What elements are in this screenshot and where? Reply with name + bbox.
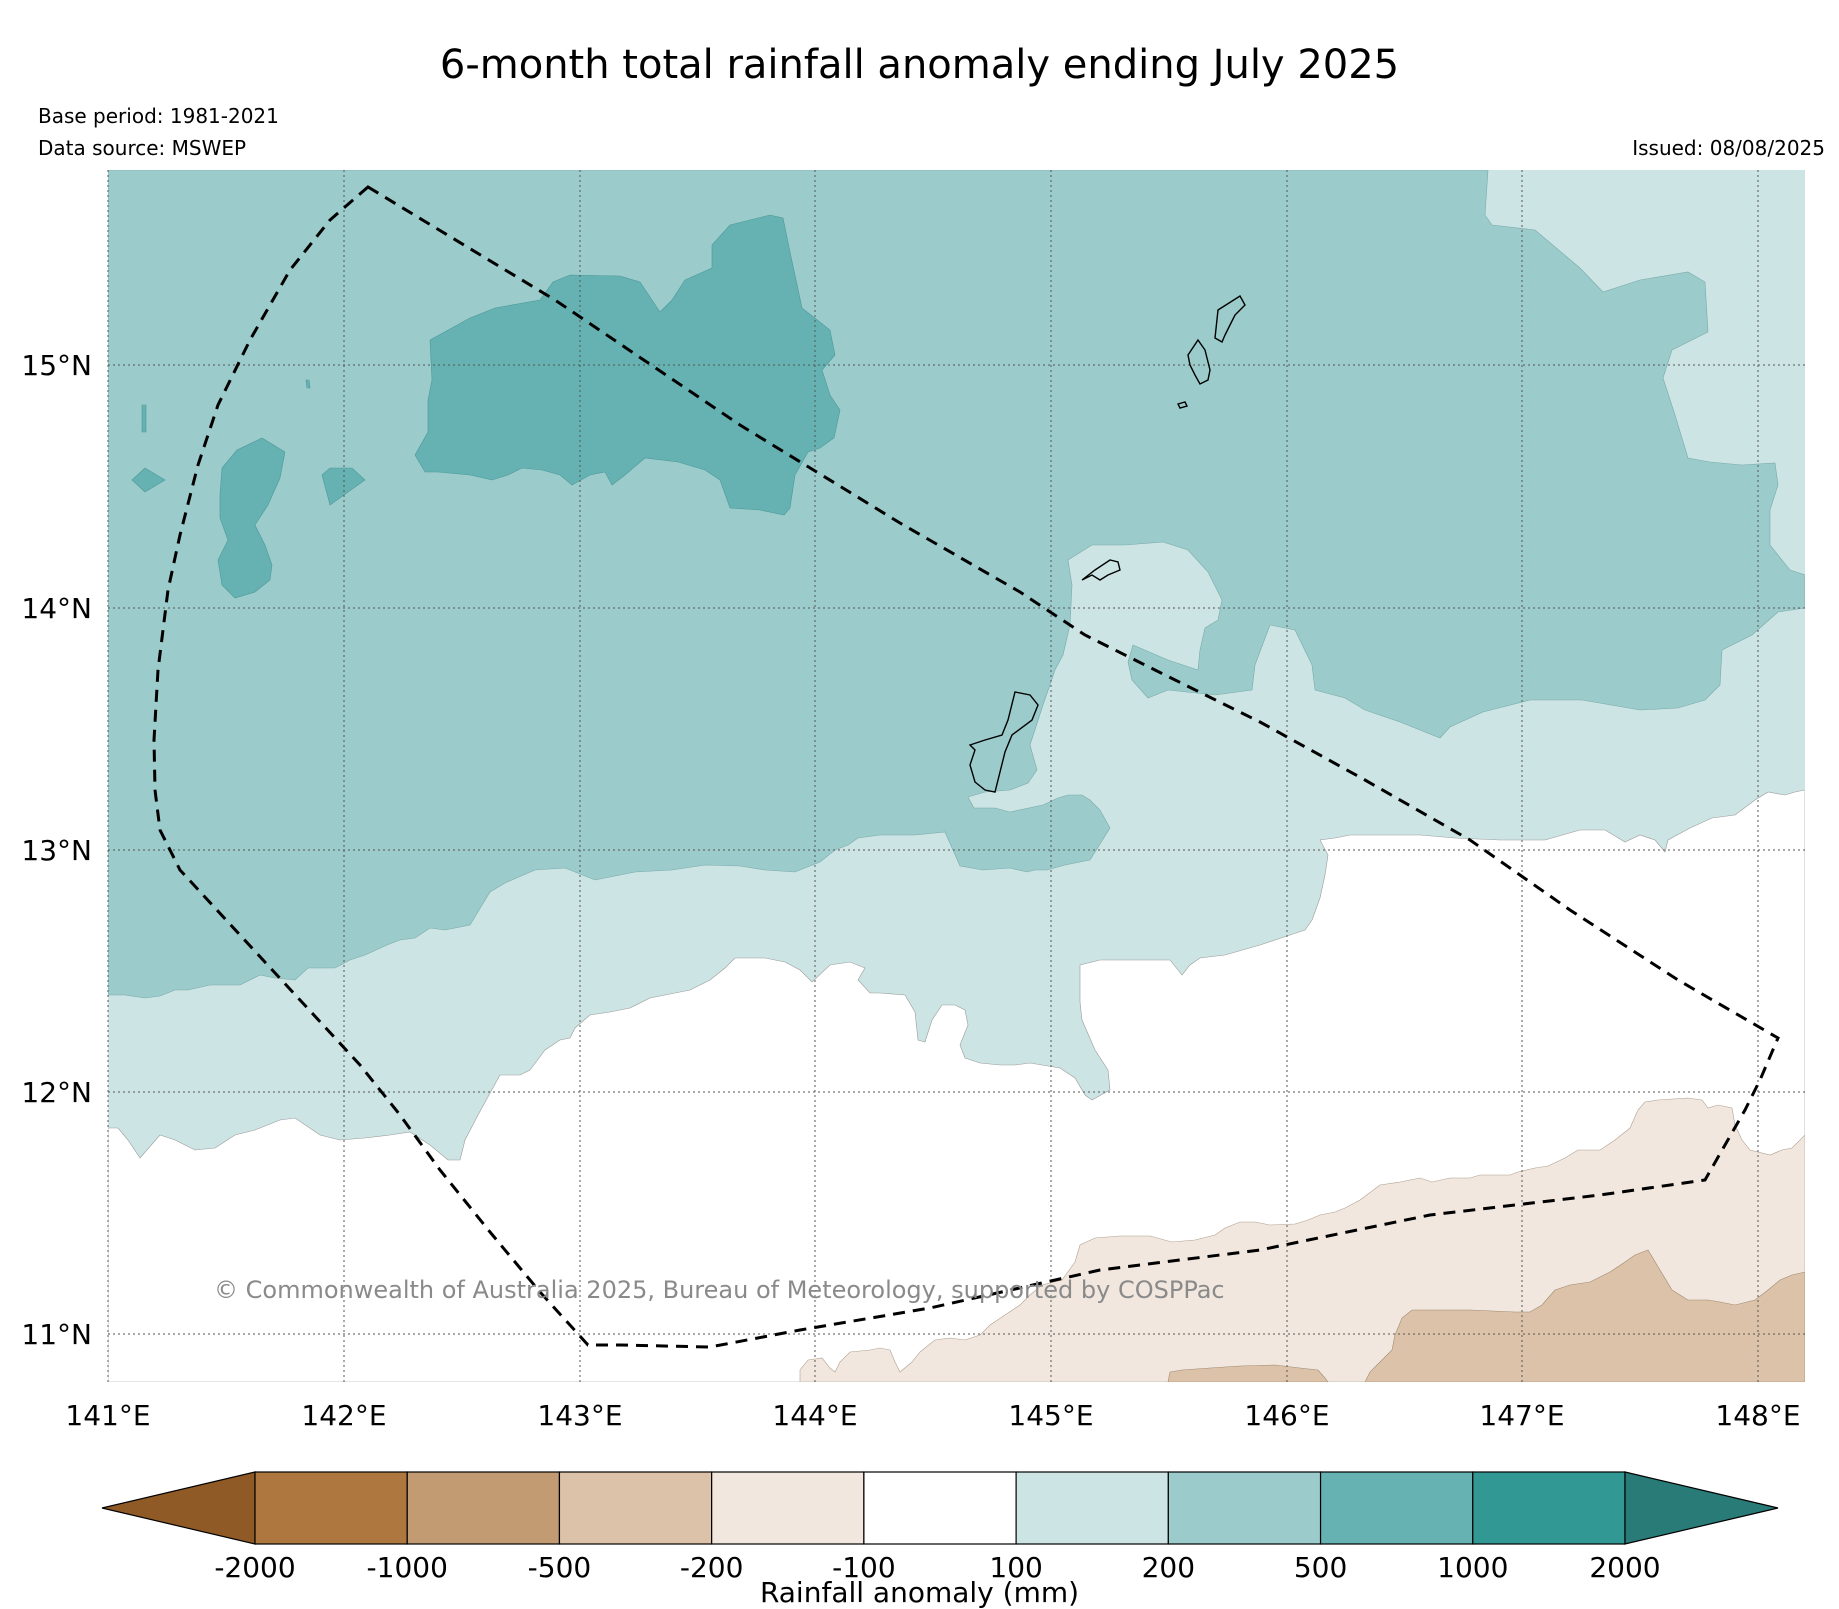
- issued-date: Issued: 08/08/2025: [1632, 136, 1825, 160]
- colorbar-tick-label: -500: [528, 1551, 592, 1584]
- colorbar-tick-label: -100: [832, 1551, 896, 1584]
- colorbar-tick-label: -2000: [214, 1551, 295, 1584]
- island-rota: [1081, 559, 1121, 581]
- lon-tick-labels: 141°E 142°E 143°E 144°E 145°E 146°E 147°…: [65, 1399, 1800, 1432]
- colorbar-extend-high: [1624, 1471, 1779, 1545]
- lon-tick-147: 147°E: [1479, 1399, 1564, 1432]
- island-saipan: [1214, 295, 1246, 343]
- colorbar-tick-label: -200: [680, 1551, 744, 1584]
- colorbar-swatch: [406, 1471, 561, 1545]
- colorbar-title: Rainfall anomaly (mm): [759, 1576, 1080, 1609]
- colorbar-tick-label: 100: [989, 1551, 1042, 1584]
- lon-tick-141: 141°E: [65, 1399, 150, 1432]
- band-500-1000-islet3: [141, 404, 147, 433]
- colorbar-swatch: [1472, 1471, 1626, 1545]
- eez-boundary: [152, 185, 1780, 1349]
- band-500-1000-islet4: [305, 379, 311, 389]
- colorbar-tick-label: -1000: [367, 1551, 448, 1584]
- map-title: 6-month total rainfall anomaly ending Ju…: [439, 42, 1400, 88]
- lon-tick-148: 148°E: [1715, 1399, 1800, 1432]
- lat-tick-11: 11°N: [21, 1318, 92, 1351]
- lat-tick-12: 12°N: [21, 1076, 92, 1109]
- lon-tick-144: 144°E: [772, 1399, 857, 1432]
- band-500-1000-west: [217, 437, 286, 599]
- copyright-notice: © Commonwealth of Australia 2025, Bureau…: [214, 1276, 1225, 1304]
- colorbar-tick-label: 500: [1294, 1551, 1347, 1584]
- colorbar-tick-label: 2000: [1589, 1551, 1660, 1584]
- lat-tick-15: 15°N: [21, 349, 92, 382]
- data-source: Data source: MSWEP: [38, 136, 247, 160]
- lat-tick-14: 14°N: [21, 592, 92, 625]
- colorbar: -2000 -1000 -500 -200 -100 100 200 500 1000 2000: [101, 1471, 1779, 1584]
- lat-tick-13: 13°N: [21, 834, 92, 867]
- colorbar-swatch: [1015, 1471, 1169, 1545]
- band-500-1000-islet1: [131, 467, 166, 493]
- colorbar-swatch: [558, 1471, 713, 1545]
- band-neg-200-500-b: [1167, 1364, 1329, 1382]
- lon-tick-143: 143°E: [537, 1399, 622, 1432]
- island-tinian: [1187, 338, 1211, 385]
- colorbar-swatch: [254, 1471, 408, 1545]
- colorbar-tick-label: 200: [1142, 1551, 1195, 1584]
- lon-tick-142: 142°E: [301, 1399, 386, 1432]
- colorbar-swatch: [1319, 1471, 1474, 1545]
- colorbar-extend-low: [101, 1471, 256, 1545]
- island-guam: [968, 691, 1039, 793]
- colorbar-tick-label: 1000: [1437, 1551, 1508, 1584]
- lat-tick-labels: 15°N 14°N 13°N 12°N 11°N: [21, 349, 92, 1351]
- island-coastlines: [968, 295, 1246, 793]
- lon-tick-146: 146°E: [1244, 1399, 1329, 1432]
- gridlines: [108, 170, 1805, 1382]
- colorbar-swatch: [863, 1471, 1017, 1545]
- lon-tick-145: 145°E: [1008, 1399, 1093, 1432]
- band-neg-200-500: [1364, 1249, 1805, 1382]
- colorbar-swatch: [1167, 1471, 1322, 1545]
- colorbar-swatch: [711, 1471, 865, 1545]
- island-aguijan: [1176, 401, 1189, 409]
- base-period: Base period: 1981-2021: [38, 104, 279, 128]
- band-500-1000-main: [414, 214, 841, 516]
